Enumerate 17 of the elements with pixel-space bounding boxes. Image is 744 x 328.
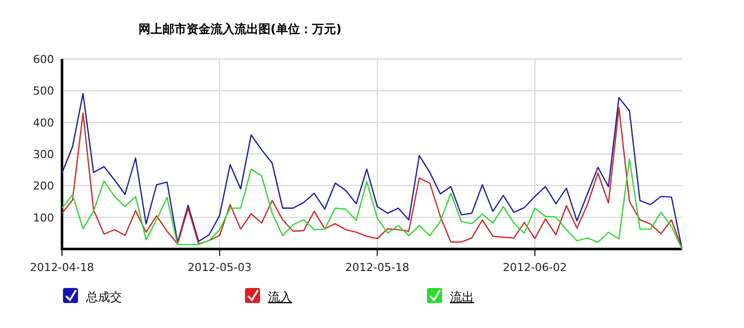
legend-label: 流出 [450,290,474,304]
y-tick-label: 500 [33,84,54,98]
legend-总成交: 总成交 [63,288,122,304]
x-tick-label: 2012-06-02 [502,261,567,274]
x-tick-label: 2012-04-18 [30,261,94,274]
x-tick-label: 2012-05-18 [345,261,410,274]
y-tick-label: 600 [33,53,54,66]
legend-流入: 流入 [245,288,292,304]
legend-label: 总成交 [85,290,122,304]
y-tick-label: 200 [33,180,54,193]
y-tick-label: 300 [33,148,54,161]
legend-流出: 流出 [427,288,474,304]
y-tick-label: 100 [33,211,54,224]
y-tick-label: 400 [33,116,54,130]
legend-label: 流入 [268,290,292,304]
chart-title: 网上邮市资金流入流出图(单位：万元) [138,22,342,36]
x-tick-label: 2012-05-03 [188,261,252,274]
